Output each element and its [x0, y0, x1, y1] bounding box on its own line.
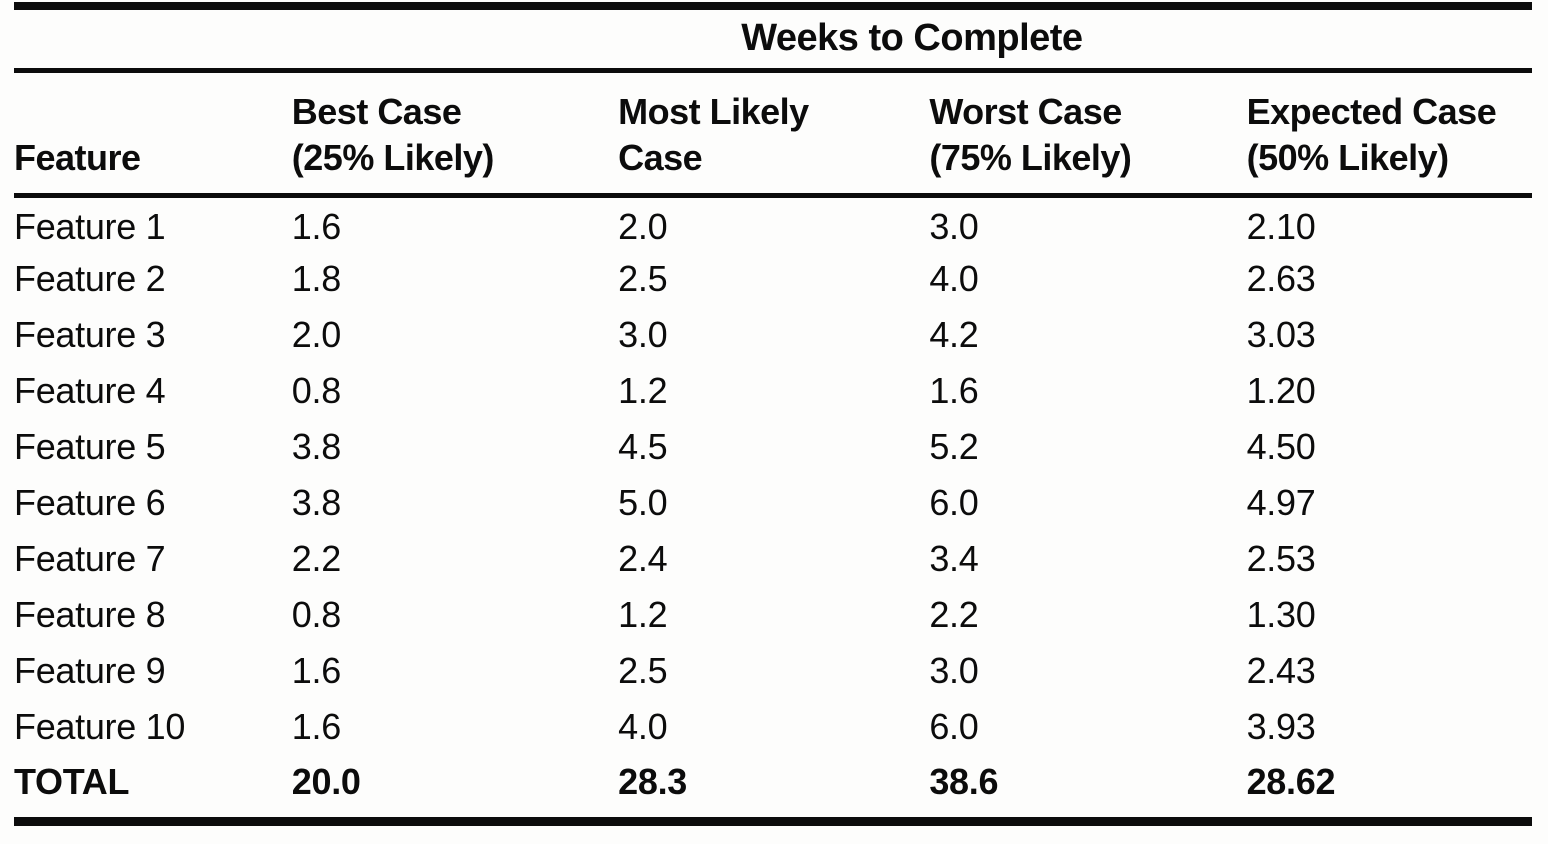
expected-cell: 3.03 — [1246, 314, 1316, 356]
expected-cell: 2.53 — [1246, 538, 1316, 580]
best-cell: 0.8 — [291, 370, 341, 412]
feature-cell: Feature 1 — [14, 206, 166, 248]
expected-cell: 28.62 — [1246, 760, 1336, 802]
best-cell: 1.6 — [291, 706, 341, 748]
table-row: Feature 9 1.6 2.5 3.0 2.43 — [14, 643, 1532, 699]
best-cell: 3.8 — [291, 482, 341, 524]
worst-cell: 4.0 — [929, 258, 979, 300]
table-row: Feature 8 0.8 1.2 2.2 1.30 — [14, 587, 1532, 643]
likely-cell: 5.0 — [618, 482, 668, 524]
table-row: Feature 7 2.2 2.4 3.4 2.53 — [14, 531, 1532, 587]
likely-cell: 1.2 — [618, 594, 668, 636]
expected-cell: 2.10 — [1246, 206, 1316, 248]
table-row: Feature 4 0.8 1.2 1.6 1.20 — [14, 363, 1532, 419]
expected-cell: 2.63 — [1246, 258, 1316, 300]
best-cell: 1.6 — [291, 650, 341, 692]
expected-cell: 2.43 — [1246, 650, 1316, 692]
spanner-empty-cell — [14, 6, 292, 73]
feature-cell: Feature 9 — [14, 650, 166, 692]
expected-cell: 1.20 — [1246, 370, 1316, 412]
expected-cell: 4.50 — [1246, 426, 1316, 468]
worst-cell: 5.2 — [929, 426, 979, 468]
col-header-best-case: Best Case (25% Likely) — [291, 70, 619, 198]
likely-cell: 1.2 — [618, 370, 668, 412]
likely-cell: 2.4 — [618, 538, 668, 580]
expected-cell: 4.97 — [1246, 482, 1316, 524]
worst-cell: 6.0 — [929, 706, 979, 748]
likely-cell: 2.5 — [618, 650, 668, 692]
table-row: Feature 5 3.8 4.5 5.2 4.50 — [14, 419, 1532, 475]
likely-cell: 3.0 — [618, 314, 668, 356]
best-cell: 1.8 — [291, 258, 341, 300]
worst-cell: 38.6 — [929, 760, 999, 802]
likely-cell: 2.0 — [618, 206, 668, 248]
worst-cell: 2.2 — [929, 594, 979, 636]
feature-cell: Feature 7 — [14, 538, 166, 580]
likely-cell: 28.3 — [618, 760, 688, 802]
table-row: Feature 3 2.0 3.0 4.2 3.03 — [14, 307, 1532, 363]
worst-cell: 3.0 — [929, 206, 979, 248]
spanner-row: Weeks to Complete — [14, 6, 1532, 73]
feature-cell: TOTAL — [14, 760, 130, 802]
table-row: Feature 1 1.6 2.0 3.0 2.10 — [14, 195, 1532, 251]
best-cell: 3.8 — [291, 426, 341, 468]
col-header-feature: Feature — [14, 70, 292, 198]
best-cell: 1.6 — [291, 206, 341, 248]
expected-cell: 3.93 — [1246, 706, 1316, 748]
col-header-worst-case: Worst Case (75% Likely) — [929, 70, 1247, 198]
feature-cell: Feature 5 — [14, 426, 166, 468]
worst-cell: 3.0 — [929, 650, 979, 692]
feature-cell: Feature 2 — [14, 258, 166, 300]
worst-cell: 3.4 — [929, 538, 979, 580]
best-cell: 2.0 — [291, 314, 341, 356]
feature-cell: Feature 10 — [14, 706, 186, 748]
feature-cell: Feature 8 — [14, 594, 166, 636]
table-row: Feature 10 1.6 4.0 6.0 3.93 — [14, 699, 1532, 755]
table-row-total: TOTAL 20.0 28.3 38.6 28.62 — [14, 755, 1532, 821]
column-header-row: Feature Best Case (25% Likely) Most Like… — [14, 70, 1532, 198]
likely-cell: 4.5 — [618, 426, 668, 468]
feature-cell: Feature 6 — [14, 482, 166, 524]
col-header-expected-case: Expected Case (50% Likely) — [1246, 70, 1532, 198]
table-row: Feature 6 3.8 5.0 6.0 4.97 — [14, 475, 1532, 531]
worst-cell: 4.2 — [929, 314, 979, 356]
feature-cell: Feature 3 — [14, 314, 166, 356]
expected-cell: 1.30 — [1246, 594, 1316, 636]
worst-cell: 1.6 — [929, 370, 979, 412]
best-cell: 2.2 — [291, 538, 341, 580]
estimation-table: Weeks to Complete Feature Best Case (25%… — [14, 2, 1532, 826]
feature-cell: Feature 4 — [14, 370, 166, 412]
best-cell: 20.0 — [291, 760, 361, 802]
col-header-most-likely: Most Likely Case — [618, 70, 930, 198]
worst-cell: 6.0 — [929, 482, 979, 524]
likely-cell: 4.0 — [618, 706, 668, 748]
table-spanner-title: Weeks to Complete — [291, 6, 1532, 73]
likely-cell: 2.5 — [618, 258, 668, 300]
table-row: Feature 2 1.8 2.5 4.0 2.63 — [14, 251, 1532, 307]
best-cell: 0.8 — [291, 594, 341, 636]
